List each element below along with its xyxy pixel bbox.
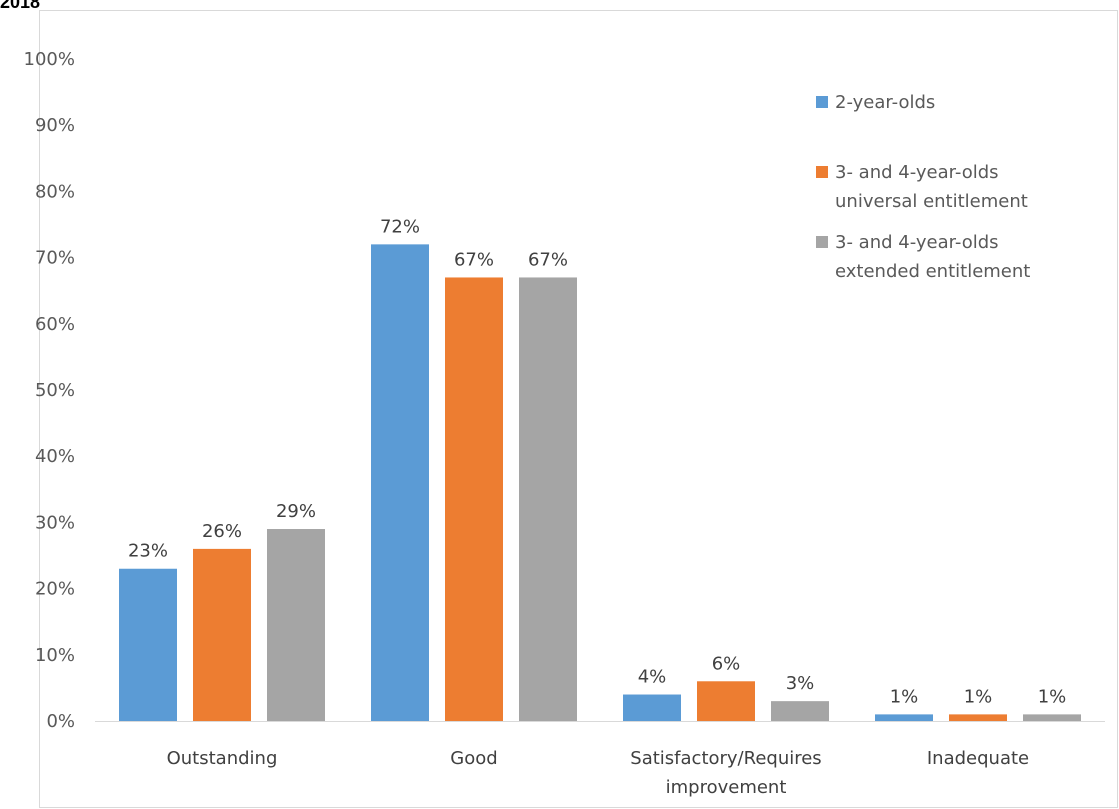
y-tick-label: 90% [35,115,75,136]
y-tick-label: 10% [35,645,75,666]
legend-label: 3- and 4-year-olds [835,162,999,183]
y-tick-label: 30% [35,512,75,533]
y-tick-label: 40% [35,446,75,467]
x-category-label: Satisfactory/Requires [630,748,821,769]
y-tick-label: 20% [35,579,75,600]
x-category-label: Outstanding [167,748,278,769]
data-label: 29% [276,501,316,522]
bar [193,548,251,721]
y-tick-label: 100% [24,49,75,70]
y-tick-label: 70% [35,248,75,269]
chart-corner-title: 2018 [0,0,41,12]
bar [771,701,829,721]
data-label: 67% [454,249,494,270]
data-label: 67% [528,249,568,270]
bar [371,244,429,722]
bar [623,694,681,721]
legend-swatch [816,236,828,248]
bar [267,529,325,721]
bar [875,714,933,721]
bar [949,714,1007,721]
data-label: 1% [1038,686,1067,707]
x-category-label: Inadequate [927,748,1029,769]
data-label: 72% [380,216,420,237]
data-label: 26% [202,521,242,542]
legend-swatch [816,166,828,178]
y-tick-label: 0% [46,711,75,732]
x-category-label: improvement [666,777,787,798]
chart-frame [39,10,1118,808]
data-label: 4% [638,667,667,688]
legend-label: extended entitlement [835,261,1030,282]
y-tick-label: 50% [35,380,75,401]
bar [697,681,755,721]
bar [519,277,577,721]
data-label: 6% [712,653,741,674]
y-tick-label: 60% [35,314,75,335]
data-label: 1% [964,686,993,707]
data-label: 1% [890,686,919,707]
legend-label: 2-year-olds [835,92,935,113]
legend-swatch [816,96,828,108]
y-tick-label: 80% [35,181,75,202]
x-category-label: Good [450,748,497,769]
bar [1023,714,1081,721]
bar [119,568,177,721]
legend-label: universal entitlement [835,191,1028,212]
legend-label: 3- and 4-year-olds [835,232,999,253]
data-label: 23% [128,541,168,562]
data-label: 3% [786,673,815,694]
bar [445,277,503,721]
